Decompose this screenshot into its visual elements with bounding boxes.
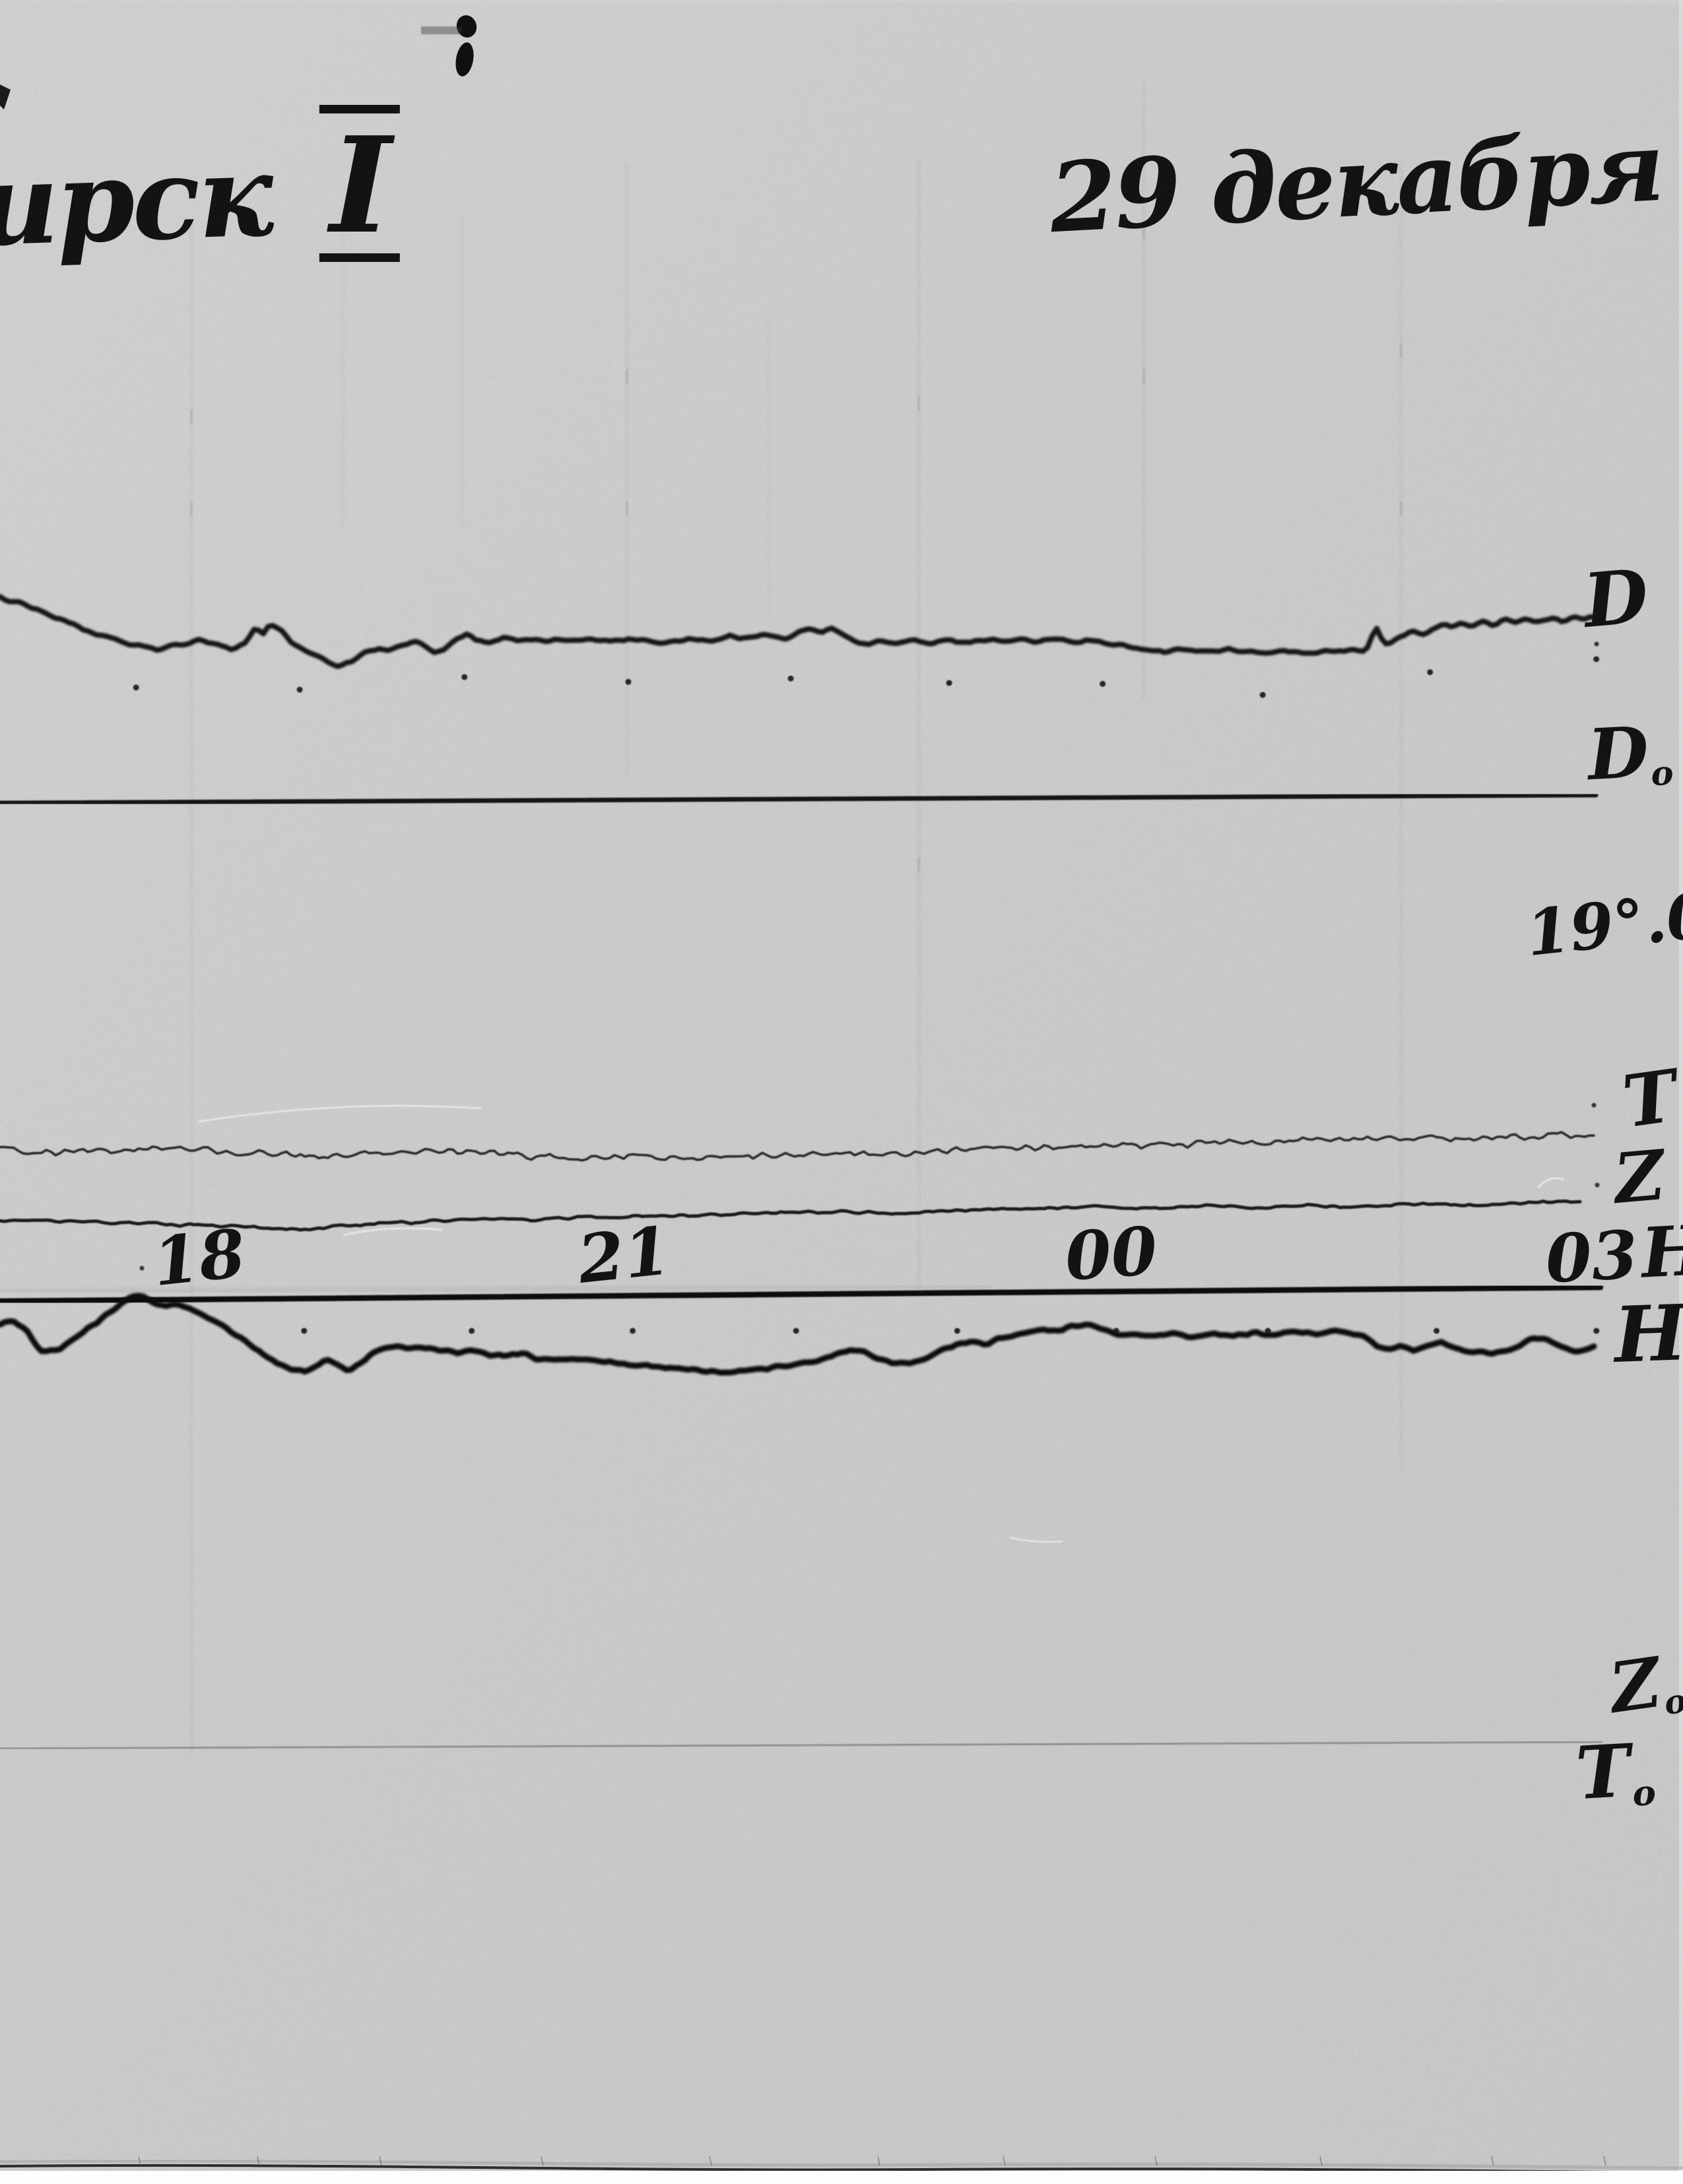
hour-label-21: 21: [574, 1211, 674, 1299]
trace-label-Z: Z: [1610, 1134, 1668, 1220]
hour-label-03: 03: [1544, 1215, 1640, 1299]
hour-label-18: 18: [149, 1214, 249, 1301]
baseline-label-D0: Do: [1585, 710, 1674, 796]
hour-label-00: 00: [1063, 1211, 1160, 1296]
trace-label-T: T: [1618, 1054, 1682, 1144]
scan-artifacts: [0, 15, 1565, 1755]
baseline-label-T0: To: [1573, 1727, 1657, 1816]
trace-label-H: H: [1612, 1288, 1683, 1380]
trace-H: [0, 1293, 1597, 1376]
baseline-H0: [0, 1284, 1604, 1304]
hour-label-03-and-H0: 03Ho: [1544, 1209, 1683, 1299]
baseline-Z0T0_faint: [0, 1741, 1603, 1750]
baseline-label-H0: Ho: [1639, 1209, 1683, 1294]
trace-label-D: D: [1580, 553, 1652, 645]
station-name: ирск I: [0, 104, 403, 275]
trace-T: [0, 1131, 1595, 1162]
baseline-D0: [0, 792, 1599, 806]
station-name-fragment: ирск: [0, 129, 273, 273]
paper-edge: [0, 2156, 1683, 2184]
trace-D: [0, 594, 1597, 669]
station-roman-numeral: I: [319, 104, 400, 263]
trace-layer: [0, 594, 1604, 1750]
trace-Z: [0, 1199, 1582, 1232]
baseline-label-Z0: Zo: [1604, 1641, 1683, 1729]
